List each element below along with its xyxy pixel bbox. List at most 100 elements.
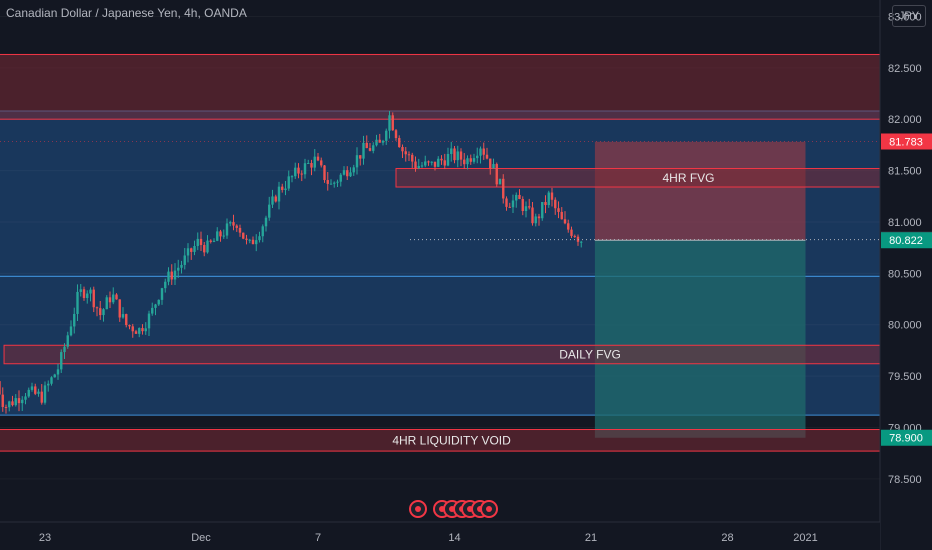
candle-body — [365, 142, 368, 149]
candle-body — [147, 313, 151, 329]
candle-body — [336, 181, 339, 183]
candle-body — [459, 151, 463, 160]
time-axis[interactable]: 23Dec714212820211118 — [0, 521, 932, 550]
currency-badge[interactable]: JPY — [892, 5, 926, 27]
candle-body — [118, 299, 121, 318]
price-axis[interactable]: 83.000 82.500 82.000 81.500 81.000 80.500 80.0… — [879, 0, 932, 550]
candle-body — [34, 386, 37, 394]
price-tick-label: 78.500 — [888, 474, 922, 486]
candle-body — [495, 164, 498, 185]
candle-body — [433, 161, 437, 167]
candle-body — [537, 216, 541, 219]
candle-body — [323, 165, 326, 181]
event-marker-dot — [486, 506, 492, 512]
candle-body — [43, 385, 47, 403]
candle-body — [79, 289, 82, 292]
candle-body — [404, 151, 407, 155]
price-tick-label: 80.000 — [888, 320, 922, 332]
candle-body — [547, 192, 550, 206]
price-lines — [0, 140, 880, 241]
price-tick-label: 83.000 — [888, 11, 922, 23]
candle-body — [359, 155, 362, 159]
candle-body — [307, 162, 310, 164]
candle-body — [108, 297, 112, 303]
price-label-bg — [881, 232, 932, 249]
candle-body — [531, 207, 534, 224]
candle-body — [463, 159, 466, 165]
candle-body — [303, 163, 307, 175]
candle-body — [128, 325, 131, 327]
candle-body — [177, 267, 180, 271]
candle-body — [287, 176, 290, 189]
position-stop-area — [594, 240, 806, 438]
fvg-zone — [3, 344, 932, 365]
candle-body — [424, 161, 427, 166]
candle-body — [528, 206, 531, 208]
event-markers[interactable] — [409, 500, 498, 518]
candle-body — [277, 186, 281, 202]
candle-body — [157, 299, 160, 305]
candle-body — [437, 158, 440, 167]
candle-body — [479, 148, 482, 156]
candle-body — [235, 225, 238, 228]
candle-body — [326, 180, 329, 184]
candle-body — [446, 153, 450, 166]
candle-body — [50, 377, 53, 384]
candle-body — [297, 167, 300, 174]
candle-body — [476, 155, 479, 159]
candle-body — [466, 158, 469, 165]
candle-body — [541, 202, 544, 219]
candle-body — [580, 241, 583, 243]
candle-body — [375, 139, 378, 146]
candle-body — [76, 291, 79, 314]
candle-body — [349, 172, 352, 177]
candle-body — [339, 174, 342, 182]
candle-body — [105, 297, 108, 310]
candle-body — [450, 148, 453, 154]
candle-body — [427, 161, 430, 163]
candle-body — [203, 245, 206, 253]
candle-body — [482, 148, 485, 155]
time-tick-label: 14 — [448, 532, 460, 544]
candle-body — [255, 240, 258, 245]
candle-body — [284, 188, 287, 190]
candle-body — [131, 326, 134, 332]
candle-body — [515, 194, 518, 201]
candle-body — [258, 236, 261, 241]
candle-body — [0, 381, 1, 395]
price-label-value: 81.783 — [889, 136, 923, 148]
candle-body — [407, 154, 411, 156]
price-label-bg — [881, 133, 932, 150]
fvg-zone — [395, 168, 932, 188]
candle-body — [212, 240, 216, 242]
long-position-tool[interactable] — [594, 141, 806, 438]
candle-body — [60, 352, 63, 370]
candle-body — [8, 401, 11, 408]
candle-body — [229, 222, 232, 224]
candle-body — [183, 255, 186, 265]
candle-body — [342, 170, 346, 175]
candle-body — [560, 211, 563, 220]
candle-body — [355, 155, 359, 168]
candle-body — [193, 245, 196, 252]
candle-body — [570, 229, 573, 236]
candle-body — [281, 186, 284, 190]
candle-body — [440, 158, 443, 161]
price-tick-label: 82.500 — [888, 63, 922, 75]
candle-body — [524, 206, 528, 212]
candle-body — [502, 178, 505, 199]
candle-body — [316, 156, 320, 161]
candle-body — [141, 328, 144, 332]
candle-body — [17, 398, 21, 404]
candle-body — [37, 391, 40, 394]
candle-body — [4, 406, 8, 408]
candle-body — [89, 289, 92, 294]
candle-body — [557, 208, 560, 212]
candle-body — [313, 156, 316, 168]
candle-body — [238, 227, 242, 233]
candle-body — [69, 326, 73, 336]
candle-body — [164, 281, 167, 289]
time-tick-label: 23 — [39, 532, 51, 544]
